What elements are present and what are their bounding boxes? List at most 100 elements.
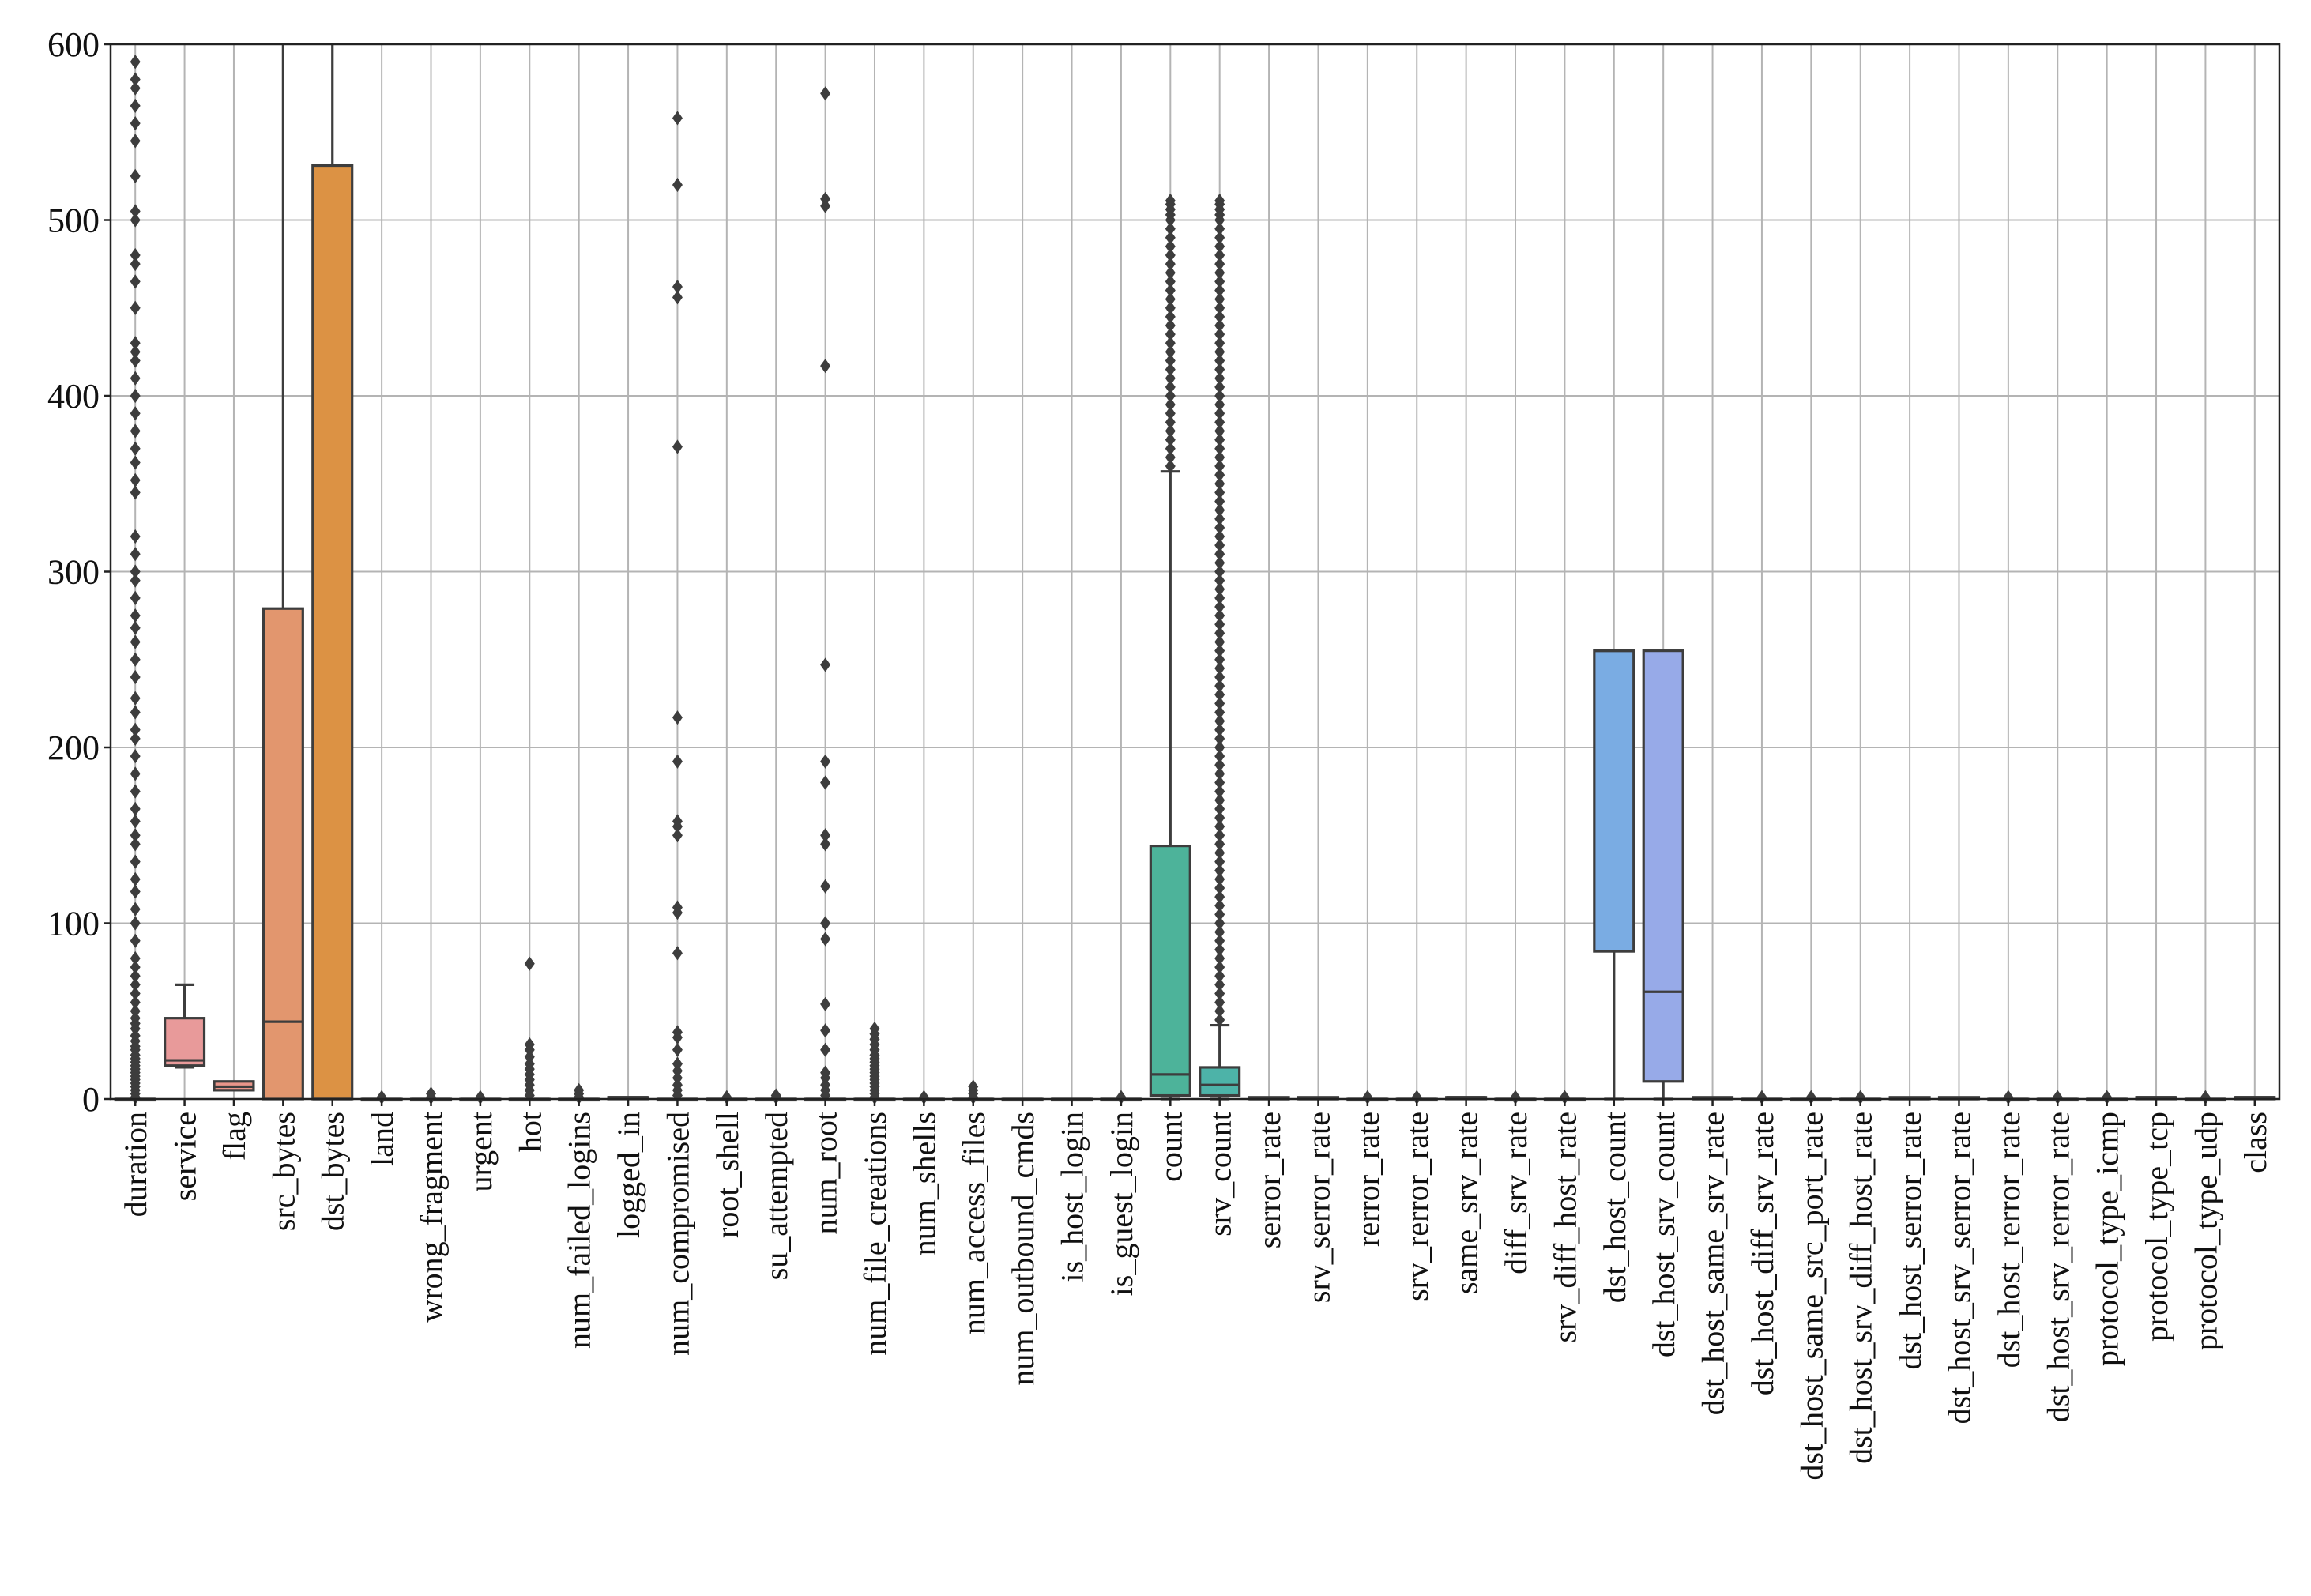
outlier-point: [1214, 871, 1225, 886]
outlier-point: [1165, 292, 1176, 307]
outlier-point: [130, 977, 141, 992]
outlier-point: [1214, 599, 1225, 615]
outlier-point: [1214, 336, 1225, 351]
outlier-point: [820, 932, 831, 947]
outlier-point: [475, 1090, 486, 1105]
outlier-point: [1214, 265, 1225, 280]
outlier-point: [1165, 344, 1176, 359]
outlier-point: [1214, 758, 1225, 773]
outlier-point: [1214, 705, 1225, 720]
outlier-point: [1214, 687, 1225, 702]
outlier-point: [820, 191, 831, 206]
outlier-point: [1362, 1090, 1373, 1105]
x-tick-label: urgent: [463, 1112, 499, 1191]
outlier-point: [1214, 950, 1225, 966]
y-tick-label: 500: [47, 201, 100, 240]
outlier-point: [1214, 722, 1225, 737]
outlier-point: [130, 634, 141, 649]
outlier-point: [1214, 1003, 1225, 1018]
outlier-point: [1165, 432, 1176, 447]
outlier-point: [1214, 397, 1225, 412]
outlier-point: [672, 828, 683, 843]
outlier-point: [1214, 274, 1225, 289]
outlier-point: [1214, 257, 1225, 272]
box-series: [114, 44, 2276, 1105]
outlier-point: [820, 754, 831, 769]
outlier-point: [130, 814, 141, 829]
outlier-point: [672, 1025, 683, 1040]
y-tick-label: 300: [47, 553, 100, 592]
outlier-point: [820, 775, 831, 790]
outlier-point: [1214, 731, 1225, 746]
x-tick-label: dst_host_rerror_rate: [1991, 1112, 2027, 1368]
outlier-point: [130, 472, 141, 487]
outlier-point: [1214, 713, 1225, 728]
outlier-point: [1165, 257, 1176, 272]
outlier-point: [130, 1003, 141, 1018]
outlier-point: [820, 1023, 831, 1038]
x-tick-label: num_access_files: [956, 1112, 992, 1334]
outlier-point: [130, 669, 141, 685]
outlier-point: [1214, 916, 1225, 931]
outlier-point: [130, 871, 141, 886]
outlier-point: [1214, 590, 1225, 605]
outlier-point: [1214, 679, 1225, 694]
outlier-point: [130, 986, 141, 1001]
outlier-point: [1214, 863, 1225, 878]
outlier-point: [820, 916, 831, 931]
outlier-point: [1756, 1090, 1767, 1105]
outlier-point: [130, 960, 141, 975]
outlier-point: [1214, 423, 1225, 439]
outlier-point: [1165, 388, 1176, 404]
x-tick-label: is_guest_login: [1104, 1112, 1139, 1296]
outlier-point: [130, 300, 141, 315]
outlier-point: [130, 722, 141, 737]
x-tick-label: count: [1153, 1112, 1188, 1182]
outlier-point: [130, 274, 141, 289]
outlier-point: [1214, 485, 1225, 500]
x-tick-label: class: [2238, 1112, 2273, 1173]
x-tick-label: num_outbound_cmds: [1005, 1112, 1041, 1386]
outlier-point: [1214, 362, 1225, 377]
x-tick-label: srv_serror_rate: [1300, 1112, 1336, 1303]
outlier-point: [1165, 309, 1176, 324]
outlier-point: [426, 1086, 437, 1101]
outlier-point: [1214, 494, 1225, 509]
outlier-point: [1214, 476, 1225, 491]
x-tick-label: flag: [216, 1112, 252, 1161]
x-tick-label: dst_host_same_srv_rate: [1696, 1112, 1731, 1415]
outlier-point: [1214, 300, 1225, 315]
x-tick-label: root_shell: [709, 1112, 745, 1238]
outlier-point: [1214, 503, 1225, 518]
outlier-point: [1214, 810, 1225, 826]
x-tick-label: is_host_login: [1055, 1112, 1090, 1282]
outlier-point: [1214, 406, 1225, 421]
outlier-point: [1214, 837, 1225, 852]
outlier-point: [1214, 441, 1225, 456]
x-tick-label: land: [364, 1112, 400, 1166]
outlier-point: [130, 336, 141, 351]
outlier-point: [130, 691, 141, 706]
outlier-point: [820, 996, 831, 1011]
outlier-point: [672, 290, 683, 305]
outlier-point: [1165, 362, 1176, 377]
y-axis: 0 100 200 300 400 500 600: [47, 25, 111, 1119]
outlier-point: [524, 956, 535, 971]
outlier-point: [1165, 336, 1176, 351]
outlier-point: [1214, 924, 1225, 939]
outlier-point: [130, 406, 141, 421]
outlier-point: [1214, 353, 1225, 368]
outlier-point: [130, 213, 141, 228]
outlier-point: [820, 359, 831, 374]
outlier-point: [1165, 458, 1176, 474]
iqr-box: [164, 1017, 206, 1067]
x-tick-label: serror_rate: [1251, 1112, 1287, 1248]
x-tick-label: num_shells: [906, 1112, 942, 1255]
outlier-point: [130, 652, 141, 667]
outlier-point: [130, 916, 141, 931]
box-hot: [508, 956, 551, 1103]
outlier-point: [130, 801, 141, 816]
outlier-point: [1165, 379, 1176, 394]
outlier-point: [130, 933, 141, 948]
